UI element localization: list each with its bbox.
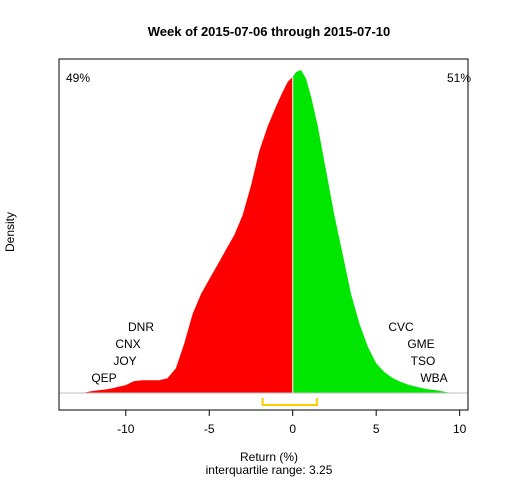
x-tick-label: 5 xyxy=(373,422,380,436)
plot-frame xyxy=(58,58,469,411)
positive-density-area xyxy=(292,70,452,393)
right-tail-labels: CVC GME TSO WBA xyxy=(388,320,447,385)
x-axis: -10 -5 0 5 10 xyxy=(117,410,467,436)
left-tail-labels: DNR CNX JOY QEP xyxy=(91,320,154,385)
x-tick-label: -10 xyxy=(117,422,135,436)
iqr-bracket xyxy=(261,398,318,406)
y-axis-label: Density xyxy=(3,212,17,252)
left-tail-label: QEP xyxy=(91,371,116,385)
x-tick-label: 0 xyxy=(289,422,296,436)
x-tick-label: -5 xyxy=(204,422,215,436)
left-tail-label: JOY xyxy=(113,354,136,368)
left-tail-label: DNR xyxy=(128,320,154,334)
negative-percent-label: 49% xyxy=(66,71,90,85)
x-axis-label: Return (%) xyxy=(240,450,298,464)
density-areas xyxy=(82,70,452,394)
negative-density-area xyxy=(82,76,293,394)
right-tail-label: CVC xyxy=(388,320,414,334)
right-tail-label: TSO xyxy=(411,354,436,368)
left-tail-label: CNX xyxy=(115,337,140,351)
x-tick-label: 10 xyxy=(453,422,467,436)
right-tail-label: GME xyxy=(407,337,434,351)
right-tail-label: WBA xyxy=(420,371,447,385)
chart-title: Week of 2015-07-06 through 2015-07-10 xyxy=(148,24,391,39)
subtitle: interquartile range: 3.25 xyxy=(206,463,333,477)
positive-percent-label: 51% xyxy=(447,71,471,85)
